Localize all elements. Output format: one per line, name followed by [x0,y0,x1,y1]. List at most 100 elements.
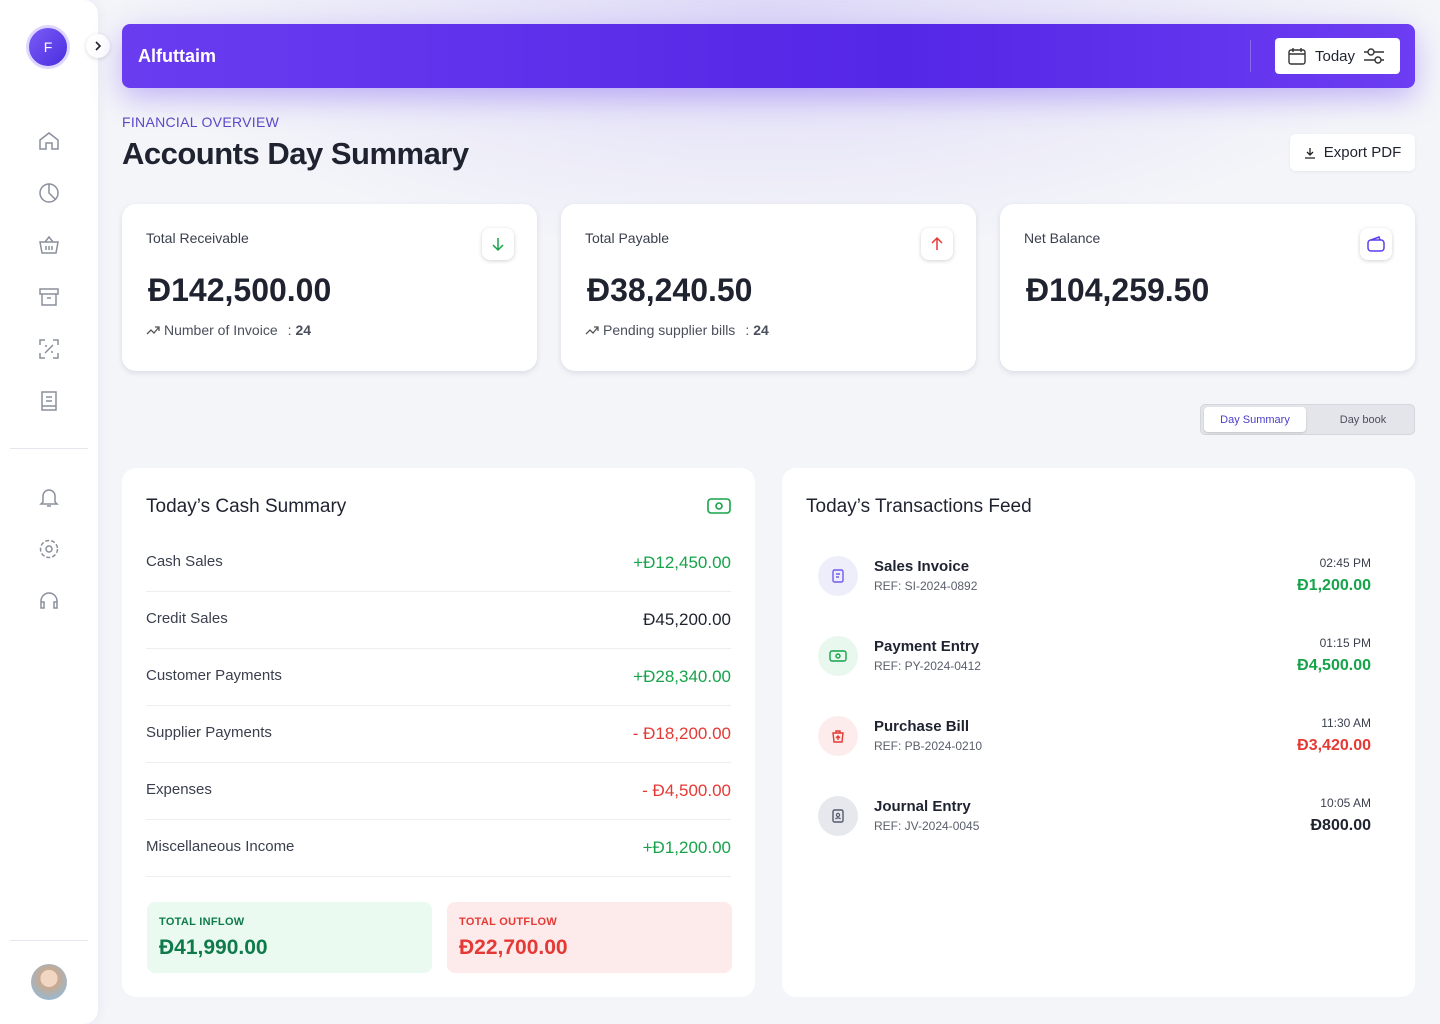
transaction-ref: REF: JV-2024-0045 [874,819,980,833]
card-amount: Đ38,240.50 [587,272,753,308]
card-icon [1360,228,1392,260]
nav-sales[interactable] [37,233,61,257]
trend-icon [146,322,160,338]
row-label: Cash Sales [146,553,223,570]
note-label: Number of Invoice [164,322,278,338]
transaction-time: 10:05 AM [1320,796,1371,810]
total-amount: Đ41,990.00 [159,936,268,959]
card-label: Total Payable [585,230,670,246]
summary-row: Expenses - Đ4,500.00 [146,763,731,820]
nav-ledger[interactable] [37,389,61,413]
sidebar-toggle[interactable] [86,34,110,58]
export-label: Export PDF [1323,144,1402,161]
card-label: Net Balance [1024,230,1101,246]
stat-card: Net Balance Đ104,259.50 [1000,204,1415,371]
trend-icon [585,322,599,338]
transaction-time: 11:30 AM [1321,716,1371,730]
download-icon [1304,147,1315,159]
sidebar-divider [10,448,88,449]
card-amount: Đ142,500.00 [148,272,332,308]
row-label: Customer Payments [146,667,282,684]
note-separator: : [287,322,292,338]
transaction-icon [818,796,858,836]
brand: Alfuttaim [138,46,216,66]
transaction-title: Payment Entry [874,638,980,655]
card-icon [482,228,514,260]
row-amount: +Đ28,340.00 [633,667,731,686]
row-label: Miscellaneous Income [146,838,295,855]
row-label: Credit Sales [146,610,228,627]
summary-row: Credit Sales Đ45,200.00 [146,592,731,649]
transaction-title: Journal Entry [874,798,971,815]
card-icon [921,228,953,260]
tab[interactable]: Day Summary [1204,407,1306,432]
note-count: 24 [295,322,312,338]
nav-archive[interactable] [37,285,61,309]
filter-icon [1364,48,1385,64]
panel-title: Today’s Cash Summary [146,496,347,517]
transaction-icon [818,636,858,676]
date-filter[interactable]: Today [1275,38,1400,74]
eyebrow: FINANCIAL OVERVIEW [122,114,280,130]
transaction-icon [818,716,858,756]
row-amount: +Đ1,200.00 [642,838,731,857]
tab[interactable]: Day book [1339,413,1387,426]
row-amount: - Đ4,500.00 [642,781,731,800]
row-label: Supplier Payments [146,724,272,741]
user-avatar[interactable] [31,964,67,1000]
sidebar: F [0,0,110,1024]
transaction-ref: REF: PY-2024-0412 [874,659,981,673]
note-separator: : [745,322,750,338]
transaction-item[interactable]: Payment Entry REF: PY-2024-0412 01:15 PM Đ4… [818,636,1371,676]
transaction-time: 02:45 PM [1319,556,1371,570]
row-amount: - Đ18,200.00 [632,724,731,743]
cash-summary-panel: Today’s Cash Summary Cash Sales +Đ12,450.… [122,468,755,997]
transaction-item[interactable]: Sales Invoice REF: SI-2024-0892 02:45 PM Đ1… [818,556,1371,596]
row-amount: Đ45,200.00 [643,610,731,629]
row-amount: +Đ12,450.00 [633,553,731,572]
sidebar-divider [10,940,88,941]
nav-reports[interactable] [37,181,61,205]
nav-discounts[interactable] [37,337,61,361]
nav-home[interactable] [37,129,61,153]
transaction-time: 01:15 PM [1319,636,1371,650]
bar-divider [1250,40,1251,72]
transaction-title: Purchase Bill [874,718,970,735]
total-box: TOTAL OUTFLOW Đ22,700.00 [447,902,732,973]
date-filter-label: Today [1315,47,1356,65]
view-tabs: Day Summary Day book [1200,404,1415,435]
nav-notifications[interactable] [37,485,61,509]
total-amount: Đ22,700.00 [459,936,568,959]
transaction-amount: Đ1,200.00 [1297,577,1371,594]
note-count: 24 [753,322,769,338]
summary-row: Cash Sales +Đ12,450.00 [146,535,731,592]
transaction-amount: Đ4,500.00 [1297,657,1371,674]
stat-card: Total Payable Đ38,240.50 Pending supplier … [561,204,976,371]
calendar-icon [1288,48,1306,65]
total-box: TOTAL INFLOW Đ41,990.00 [147,902,432,973]
row-label: Expenses [146,781,212,798]
top-bar: Alfuttaim Today [122,24,1415,88]
transaction-item[interactable]: Journal Entry REF: JV-2024-0045 10:05 AM Đ8… [818,796,1371,836]
page-title: Accounts Day Summary [122,136,469,171]
total-label: TOTAL OUTFLOW [459,916,557,928]
panel-title: Today’s Transactions Feed [806,496,1032,517]
logo[interactable]: F [26,25,70,69]
summary-row: Customer Payments +Đ28,340.00 [146,649,731,706]
note-label: Pending supplier bills [603,322,736,338]
total-label: TOTAL INFLOW [159,916,245,928]
transaction-icon [818,556,858,596]
transactions-panel: Today’s Transactions Feed Sales Invoice R… [782,468,1415,997]
nav-settings[interactable] [37,537,61,561]
card-label: Total Receivable [146,230,249,246]
export-button[interactable]: Export PDF [1290,134,1415,171]
nav-support[interactable] [37,589,61,613]
stat-card: Total Receivable Đ142,500.00 Number of Inv… [122,204,537,371]
card-note: Number of Invoice:24 [146,322,311,338]
card-amount: Đ104,259.50 [1026,272,1210,308]
transaction-ref: REF: PB-2024-0210 [874,739,983,753]
transaction-item[interactable]: Purchase Bill REF: PB-2024-0210 11:30 AM Đ3… [818,716,1371,756]
summary-row: Supplier Payments - Đ18,200.00 [146,706,731,763]
